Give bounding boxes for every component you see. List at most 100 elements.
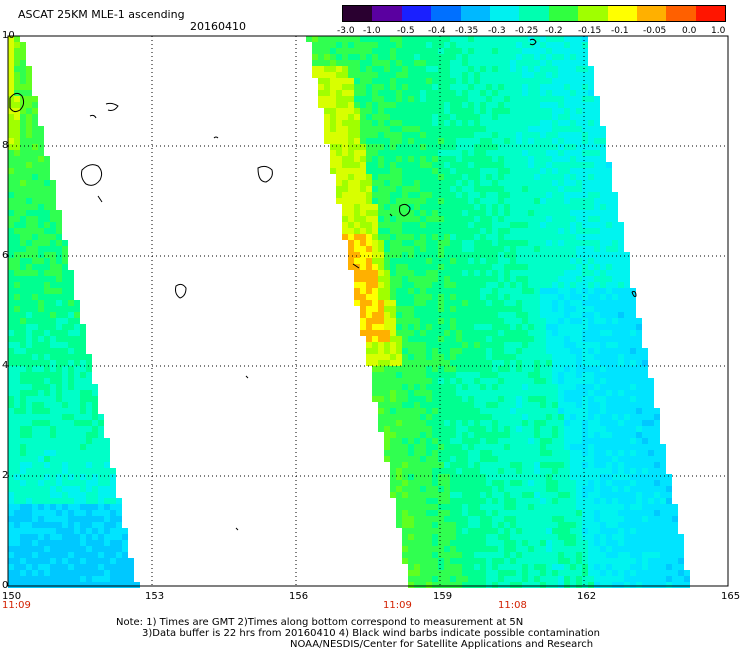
wind-cell	[480, 138, 486, 144]
wind-cell	[432, 348, 438, 354]
wind-cell	[390, 204, 396, 210]
wind-cell	[570, 54, 576, 60]
wind-cell	[576, 240, 582, 246]
colorbar-label: -1.0	[363, 26, 381, 36]
wind-cell	[80, 582, 86, 588]
wind-cell	[546, 288, 552, 294]
wind-cell	[104, 546, 110, 552]
wind-cell	[86, 528, 92, 534]
wind-cell	[92, 420, 98, 426]
wind-cell	[384, 324, 390, 330]
wind-cell	[642, 354, 648, 360]
wind-cell	[104, 510, 110, 516]
wind-cell	[600, 444, 606, 450]
wind-cell	[390, 168, 396, 174]
wind-cell	[396, 246, 402, 252]
wind-cell	[50, 456, 56, 462]
wind-cell	[44, 480, 50, 486]
wind-cell	[588, 438, 594, 444]
wind-cell	[594, 126, 600, 132]
wind-cell	[390, 222, 396, 228]
wind-cell	[540, 36, 546, 42]
wind-cell	[438, 408, 444, 414]
wind-cell	[564, 192, 570, 198]
wind-cell	[624, 492, 630, 498]
wind-cell	[612, 228, 618, 234]
colorbar	[342, 5, 726, 22]
wind-cell	[516, 216, 522, 222]
wind-cell	[588, 498, 594, 504]
wind-cell	[336, 66, 342, 72]
wind-cell	[56, 552, 62, 558]
wind-cell	[564, 450, 570, 456]
wind-cell	[32, 510, 38, 516]
wind-cell	[498, 66, 504, 72]
wind-cell	[480, 288, 486, 294]
wind-cell	[38, 138, 44, 144]
wind-cell	[408, 456, 414, 462]
wind-cell	[516, 48, 522, 54]
wind-cell	[462, 306, 468, 312]
wind-cell	[408, 330, 414, 336]
wind-cell	[456, 354, 462, 360]
wind-cell	[552, 336, 558, 342]
wind-cell	[62, 444, 68, 450]
wind-cell	[474, 204, 480, 210]
wind-cell	[444, 330, 450, 336]
wind-cell	[462, 426, 468, 432]
wind-cell	[426, 216, 432, 222]
wind-cell	[62, 246, 68, 252]
wind-cell	[456, 522, 462, 528]
wind-cell	[492, 354, 498, 360]
wind-cell	[414, 414, 420, 420]
wind-cell	[384, 252, 390, 258]
wind-cell	[396, 492, 402, 498]
wind-cell	[50, 252, 56, 258]
wind-cell	[456, 138, 462, 144]
wind-cell	[68, 480, 74, 486]
wind-cell	[474, 138, 480, 144]
wind-cell	[510, 48, 516, 54]
wind-cell	[606, 456, 612, 462]
wind-cell	[396, 192, 402, 198]
wind-cell	[516, 330, 522, 336]
wind-cell	[396, 114, 402, 120]
wind-cell	[492, 216, 498, 222]
wind-cell	[636, 324, 642, 330]
wind-cell	[390, 432, 396, 438]
wind-cell	[606, 480, 612, 486]
wind-cell	[522, 216, 528, 222]
wind-cell	[456, 42, 462, 48]
wind-cell	[384, 294, 390, 300]
wind-cell	[594, 474, 600, 480]
wind-cell	[582, 342, 588, 348]
wind-cell	[474, 186, 480, 192]
wind-cell	[438, 450, 444, 456]
wind-cell	[450, 96, 456, 102]
wind-cell	[86, 504, 92, 510]
wind-cell	[402, 504, 408, 510]
wind-cell	[606, 438, 612, 444]
wind-cell	[402, 150, 408, 156]
wind-cell	[390, 156, 396, 162]
wind-cell	[564, 150, 570, 156]
wind-cell	[468, 294, 474, 300]
wind-cell	[414, 348, 420, 354]
wind-cell	[384, 420, 390, 426]
wind-cell	[564, 186, 570, 192]
wind-cell	[80, 396, 86, 402]
wind-cell	[20, 582, 26, 588]
wind-cell	[68, 564, 74, 570]
wind-cell	[630, 348, 636, 354]
wind-cell	[414, 204, 420, 210]
wind-cell	[456, 516, 462, 522]
wind-cell	[408, 498, 414, 504]
wind-cell	[366, 348, 372, 354]
wind-cell	[474, 510, 480, 516]
wind-cell	[612, 336, 618, 342]
wind-cell	[104, 438, 110, 444]
wind-cell	[534, 192, 540, 198]
wind-cell	[492, 402, 498, 408]
wind-cell	[26, 468, 32, 474]
wind-cell	[402, 120, 408, 126]
